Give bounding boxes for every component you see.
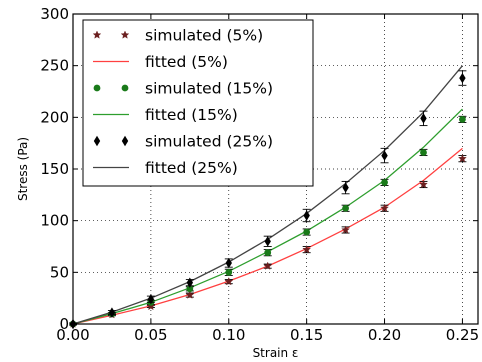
y-tick-label: 50 (50, 263, 69, 281)
data-point (380, 203, 389, 212)
data-point (420, 149, 427, 156)
data-point (224, 277, 234, 286)
data-point (303, 210, 310, 221)
data-point (225, 268, 233, 276)
legend-entry: simulated (5%) (92, 27, 263, 45)
legend-entry: fitted (25%) (93, 159, 238, 177)
data-point (185, 290, 195, 299)
x-tick-label: 0.10 (212, 326, 245, 344)
y-axis-label: Stress (Pa) (16, 137, 30, 201)
data-point (341, 225, 350, 234)
x-tick-label: 0.20 (368, 326, 401, 344)
data-point (108, 307, 116, 318)
y-tick-label: 300 (40, 5, 69, 23)
y-tick-label: 200 (40, 108, 69, 126)
x-tick-label: 0.15 (290, 326, 323, 344)
y-tick-label: 250 (40, 57, 69, 75)
legend-swatch-marker (92, 30, 102, 39)
data-point (459, 116, 466, 123)
legend-label: simulated (5%) (145, 27, 263, 45)
legend: simulated (5%) fitted (5%) simulated (15%)… (82, 19, 314, 187)
data-point (302, 245, 311, 254)
legend-swatch-marker (93, 135, 101, 147)
axis-ticks: 0.00 0.05 0.10 0.15 0.20 0.25 0 50 100 150 200 250 3… (40, 5, 479, 344)
data-point (381, 179, 388, 186)
data-point (342, 182, 349, 193)
x-tick-label: 0.00 (56, 326, 89, 344)
simulated-markers (68, 70, 467, 330)
data-point (303, 228, 311, 236)
data-point (381, 150, 388, 161)
legend-swatch-marker (121, 135, 129, 147)
data-point (147, 294, 155, 305)
data-point (186, 277, 194, 288)
legend-label: fitted (25%) (145, 159, 238, 177)
data-point (146, 301, 156, 311)
data-point (458, 154, 467, 163)
data-point (264, 249, 272, 257)
y-tick-label: 0 (59, 315, 69, 333)
data-point (459, 72, 466, 84)
data-point (263, 261, 273, 270)
data-point (186, 285, 194, 293)
x-tick-label: 0.05 (134, 326, 167, 344)
y-tick-label: 150 (40, 160, 69, 178)
y-tick-label: 100 (40, 212, 69, 230)
data-point (342, 204, 349, 212)
legend-label: simulated (15%) (145, 80, 273, 98)
legend-swatch-marker (120, 30, 130, 39)
legend-entry: fitted (15%) (93, 106, 238, 124)
legend-entry: simulated (15%) (93, 80, 273, 98)
legend-box (82, 19, 314, 187)
x-tick-label: 0.25 (446, 326, 479, 344)
x-axis-label: Strain ε (253, 346, 299, 360)
legend-swatch-marker (93, 84, 101, 92)
legend-entry: simulated (25%) (93, 133, 273, 151)
data-point (225, 257, 232, 269)
legend-label: fitted (5%) (145, 53, 228, 71)
legend-label: simulated (25%) (145, 133, 273, 151)
legend-swatch-marker (121, 84, 129, 92)
legend-label: fitted (15%) (145, 106, 238, 124)
data-point (264, 236, 271, 247)
data-point (419, 179, 428, 189)
legend-entry: fitted (5%) (93, 53, 228, 71)
data-point (420, 113, 427, 124)
